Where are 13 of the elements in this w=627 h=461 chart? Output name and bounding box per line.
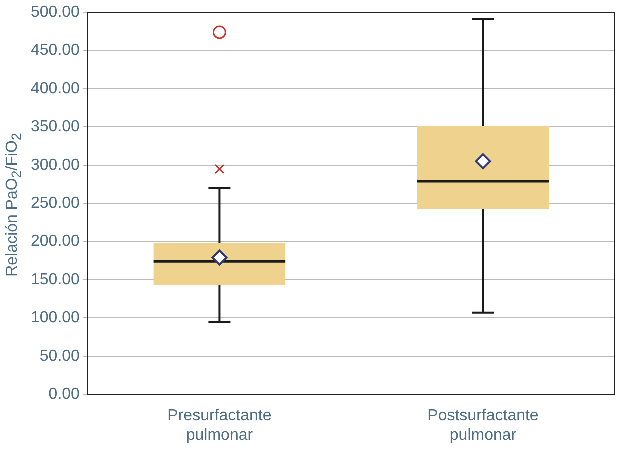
y-tick-label: 150.00 [31,271,80,288]
y-tick-label: 200.00 [31,233,80,250]
y-tick-label: 50.00 [40,348,80,365]
x-tick-label: Postsurfactante pulmonar [428,408,539,444]
y-tick-label: 300.00 [31,156,80,174]
y-tick-label: 350.00 [31,118,80,136]
y-tick-label: 250.00 [31,195,80,212]
x-tick-label: Presurfactante pulmonar [168,408,272,444]
y-tick-label: 450.00 [31,42,80,60]
y-tick-label: 0.00 [48,386,80,404]
y-tick-label: 400.00 [31,80,80,98]
y-tick-label: 100.00 [31,310,80,327]
y-tick-label: 500.00 [31,4,80,22]
